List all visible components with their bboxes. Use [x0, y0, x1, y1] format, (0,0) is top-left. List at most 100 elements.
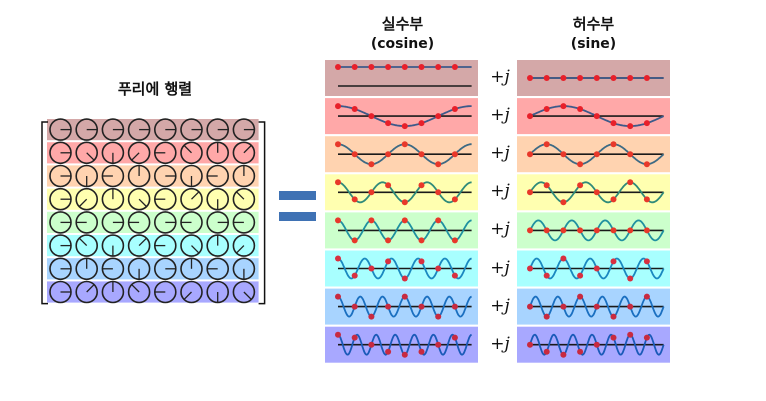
imaginary-part-label: 허수부 — [572, 15, 615, 33]
clock-hand — [86, 284, 95, 293]
sample-dot — [385, 303, 392, 310]
sample-dot — [543, 106, 550, 113]
matrix-row-3 — [47, 188, 259, 210]
sample-dot — [643, 334, 650, 341]
clock-hand — [138, 237, 147, 247]
sample-dot — [610, 227, 617, 234]
sample-dot — [643, 75, 650, 81]
matrix-row-6 — [47, 258, 259, 280]
sample-dot — [368, 64, 375, 70]
sample-dot — [610, 196, 617, 203]
matrix-row-5 — [47, 235, 259, 257]
sample-dot — [627, 303, 634, 310]
sample-dot — [543, 75, 550, 81]
sample-dot — [627, 275, 634, 282]
clock-hand — [78, 198, 88, 208]
clock-icon — [75, 187, 98, 211]
sample-dot — [560, 103, 567, 110]
clock-hand — [78, 237, 88, 247]
sample-dot — [335, 293, 341, 300]
matrix-row-0 — [47, 119, 259, 141]
clock-icon — [127, 141, 151, 165]
sample-dot — [527, 151, 533, 158]
real-part-subtitle: (cosine) — [370, 36, 435, 52]
sample-dot — [577, 106, 584, 113]
sample-dot — [335, 141, 341, 148]
sample-dot — [593, 151, 600, 158]
sample-dot — [451, 303, 458, 310]
sample-dot — [543, 182, 550, 189]
sample-dot — [368, 161, 375, 168]
sample-dot — [610, 334, 617, 341]
matrix-row-2 — [47, 165, 259, 187]
sample-dot — [435, 64, 442, 70]
equals-bar-bottom — [279, 212, 316, 221]
sample-dot — [643, 120, 650, 127]
clock-icon — [232, 280, 256, 304]
clock-hand — [138, 198, 147, 208]
sample-dot — [627, 179, 634, 186]
sample-dot — [577, 75, 584, 81]
clock-hand — [236, 191, 245, 200]
sample-dot — [435, 341, 442, 348]
clock-icon — [127, 187, 151, 211]
sample-dot — [593, 303, 600, 310]
sample-dot — [451, 106, 458, 113]
sample-dot — [401, 141, 408, 148]
sample-dot — [527, 341, 533, 348]
sample-dot — [368, 189, 375, 196]
sample-dot — [593, 113, 600, 120]
sample-dot — [451, 196, 458, 203]
matrix-row-4 — [47, 211, 259, 233]
sample-dot — [527, 227, 533, 234]
plus-j-label: +j — [490, 67, 510, 87]
sample-dot — [560, 227, 567, 234]
clock-hand — [86, 152, 95, 161]
sample-dot — [418, 64, 425, 70]
sample-dot — [543, 348, 550, 355]
fourier-matrix-title: 푸리에 행렬 — [117, 80, 193, 98]
sample-dot — [593, 341, 600, 348]
sample-dot — [627, 75, 634, 81]
sample-dot — [543, 313, 550, 320]
sample-dot — [435, 217, 442, 224]
sample-dot — [643, 161, 650, 168]
clock-icon — [180, 187, 203, 211]
sample-dot — [643, 258, 650, 265]
sample-dot — [335, 103, 341, 110]
sample-dot — [610, 120, 617, 127]
sample-dot — [418, 237, 425, 244]
sample-dot — [368, 313, 375, 320]
sample-dot — [560, 255, 567, 262]
clock-icon — [232, 141, 256, 165]
sample-dot — [643, 196, 650, 203]
sample-dot — [543, 141, 550, 148]
sample-dot — [418, 348, 425, 355]
clock-icon — [127, 280, 151, 304]
clock-hand — [236, 245, 245, 254]
sample-dot — [627, 227, 634, 234]
clock-hand — [243, 144, 252, 154]
sample-dot — [385, 151, 392, 158]
sample-dot — [401, 123, 408, 130]
sample-dot — [401, 293, 408, 300]
sample-dot — [527, 265, 533, 272]
sample-dot — [610, 141, 617, 148]
real-part-title: 실수부 (cosine) — [325, 14, 480, 54]
sample-dot — [418, 182, 425, 189]
sample-dot — [401, 351, 408, 358]
sample-dot — [643, 293, 650, 300]
clock-hand — [191, 191, 200, 200]
sample-dot — [401, 217, 408, 224]
sample-dot — [335, 64, 341, 70]
clock-hand — [183, 144, 192, 154]
plus-j-label: +j — [490, 295, 510, 316]
clock-icon — [180, 280, 203, 304]
clock-icon — [75, 280, 98, 304]
sample-dot — [385, 348, 392, 355]
sample-dot — [560, 199, 567, 206]
matrix-row-7 — [47, 281, 259, 303]
sample-dot — [401, 199, 408, 206]
sample-dot — [401, 275, 408, 282]
plus-j-label: +j — [490, 257, 510, 278]
